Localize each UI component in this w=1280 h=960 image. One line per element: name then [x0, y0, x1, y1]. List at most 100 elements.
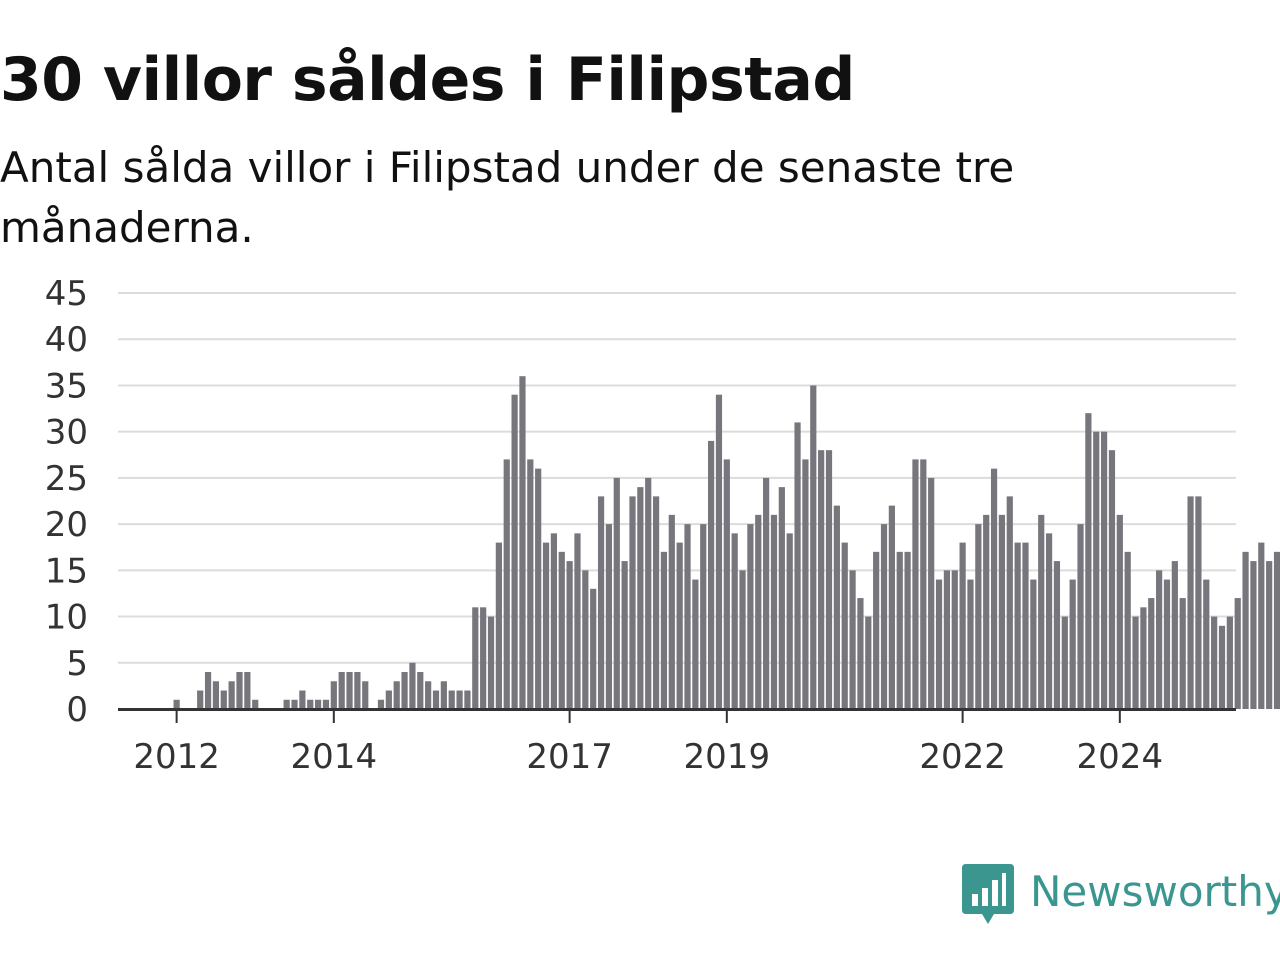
bar	[888, 505, 895, 709]
bar	[590, 588, 597, 709]
bar	[1053, 561, 1061, 709]
bar	[291, 699, 298, 709]
y-tick-label: 30	[45, 413, 88, 453]
bar	[307, 699, 314, 709]
bar	[417, 672, 424, 709]
y-tick-label: 5	[66, 644, 88, 684]
bar	[1203, 579, 1210, 709]
bar	[723, 459, 730, 709]
bar	[425, 681, 432, 709]
bar	[495, 542, 502, 709]
bar	[597, 496, 605, 709]
bar	[1038, 514, 1045, 709]
bar	[668, 514, 675, 709]
bar	[204, 672, 212, 709]
bar	[825, 450, 833, 709]
bar	[684, 524, 691, 709]
bar	[904, 551, 911, 709]
bar	[197, 690, 204, 709]
bar	[692, 579, 699, 709]
bar	[511, 394, 518, 709]
bar	[770, 514, 778, 709]
bar	[1211, 616, 1218, 709]
bar	[731, 533, 738, 709]
newsworthy-logo: Newsworthy	[962, 862, 1280, 928]
bar	[1045, 533, 1053, 709]
bar	[1171, 561, 1178, 709]
bar	[1124, 551, 1131, 709]
bar	[998, 514, 1006, 709]
bar	[943, 570, 950, 709]
bar	[880, 524, 888, 709]
x-tick-label: 2022	[919, 737, 1006, 777]
bar	[527, 459, 534, 709]
bar	[582, 570, 589, 709]
bar	[959, 542, 966, 709]
bar	[1140, 607, 1147, 709]
bar	[558, 551, 565, 709]
bar	[393, 681, 400, 709]
bar	[236, 672, 243, 709]
bar	[621, 561, 628, 709]
bar	[212, 681, 220, 709]
x-tick-label: 2012	[133, 737, 220, 777]
bar	[542, 542, 550, 709]
brand-name: Newsworthy	[1030, 867, 1280, 916]
bar	[645, 477, 652, 709]
bar	[794, 422, 801, 709]
bar	[928, 477, 935, 709]
bar	[338, 672, 345, 709]
bar	[605, 524, 613, 709]
bar	[873, 551, 880, 709]
bar	[739, 570, 746, 709]
bar	[503, 459, 510, 709]
bar	[480, 607, 487, 709]
x-tick-label: 2024	[1077, 737, 1164, 777]
bar	[354, 672, 361, 709]
bar	[629, 496, 636, 709]
bar	[652, 496, 660, 709]
bar	[432, 690, 440, 709]
bar	[1101, 431, 1108, 709]
bar	[896, 551, 903, 709]
bar	[1069, 579, 1076, 709]
bar	[283, 699, 290, 709]
y-axis-labels: 0 5 10 15 20 25 30 35 40 45	[45, 274, 88, 730]
bar	[912, 459, 919, 709]
bar	[1030, 579, 1037, 709]
bar	[841, 542, 848, 709]
x-axis	[118, 708, 1236, 723]
bar	[715, 394, 723, 709]
y-tick-label: 35	[45, 366, 88, 406]
bar	[786, 533, 793, 709]
y-tick-label: 40	[45, 320, 88, 360]
y-tick-label: 0	[66, 690, 88, 730]
bar	[1014, 542, 1021, 709]
bar	[173, 699, 180, 709]
bar	[1187, 496, 1194, 709]
bar	[322, 699, 330, 709]
bar	[849, 570, 856, 709]
bar	[747, 524, 754, 709]
bar	[1148, 598, 1155, 709]
y-tick-label: 10	[45, 598, 88, 638]
bar	[377, 699, 385, 709]
bar	[228, 681, 235, 709]
y-tick-label: 15	[45, 551, 88, 591]
x-tick-label: 2019	[684, 737, 771, 777]
bar	[487, 616, 495, 709]
bar	[1234, 598, 1241, 709]
bar	[763, 477, 770, 709]
bar	[708, 440, 715, 709]
bar	[637, 487, 644, 709]
bar	[1226, 616, 1233, 709]
x-tick-label: 2017	[526, 737, 613, 777]
x-axis-labels: 2012 2014 2017 2019 2022 2024	[133, 737, 1163, 777]
bar	[464, 690, 471, 709]
bar	[802, 459, 809, 709]
bar	[990, 468, 998, 709]
bar	[1116, 514, 1123, 709]
bar	[550, 533, 557, 709]
bar	[244, 672, 251, 709]
bar	[1108, 450, 1116, 709]
